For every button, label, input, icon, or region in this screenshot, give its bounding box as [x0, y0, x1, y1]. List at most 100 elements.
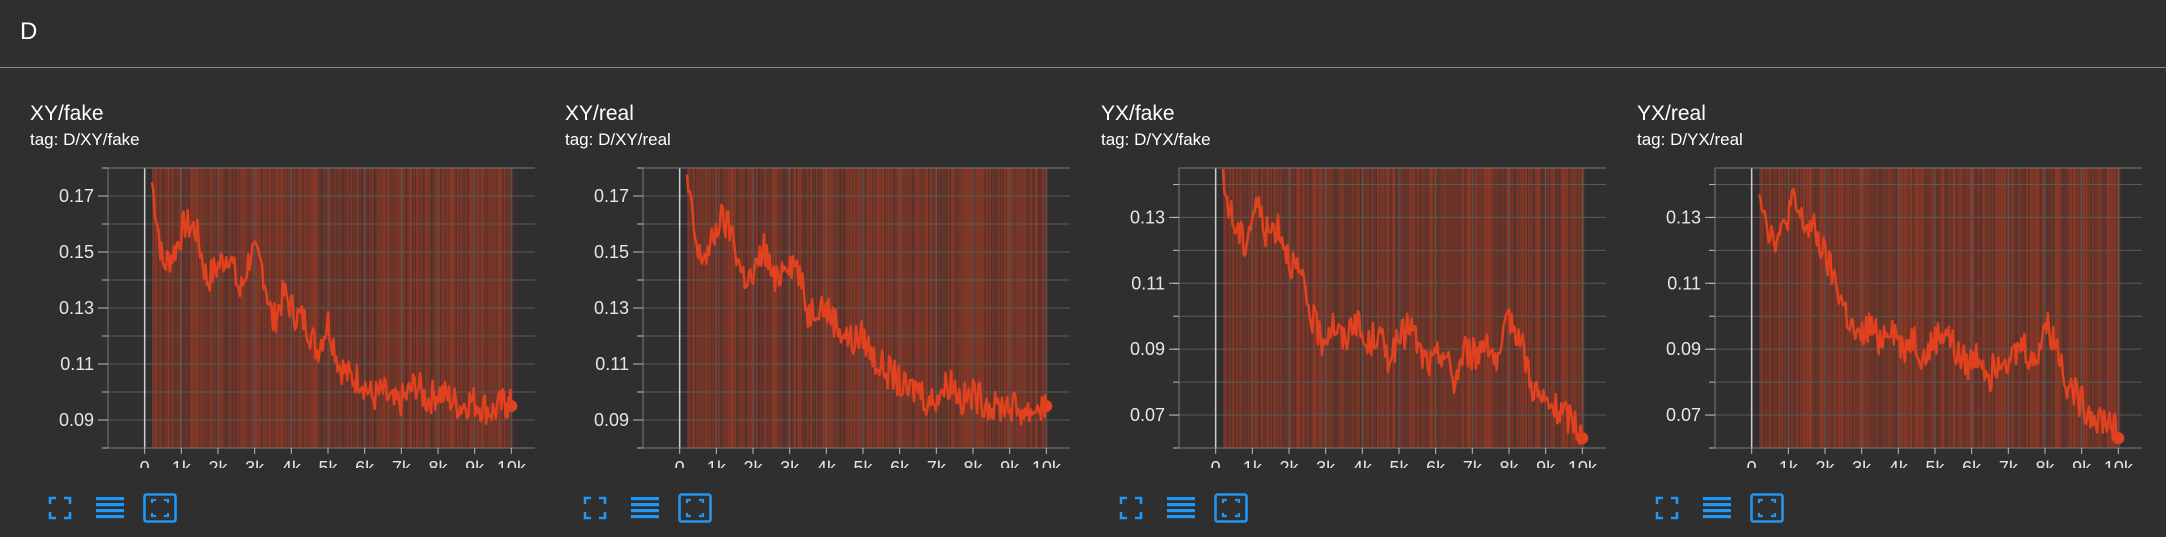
raw-band-strip	[1803, 168, 1805, 448]
raw-band-strip	[1516, 168, 1519, 448]
fit-domain-button[interactable]	[1749, 492, 1785, 528]
raw-data-band	[1223, 168, 1585, 448]
raw-band-strip	[2030, 168, 2033, 448]
y-tick-label: 0.15	[59, 242, 94, 262]
card-tag: tag: D/XY/fake	[30, 130, 140, 149]
raw-band-strip	[1473, 168, 1476, 448]
fullscreen-button[interactable]	[1113, 492, 1149, 528]
raw-band-strip	[1987, 168, 1990, 448]
raw-band-strip	[1952, 168, 1955, 448]
toggle-log-scale-button[interactable]	[1699, 492, 1735, 528]
raw-band-strip	[1974, 168, 1977, 448]
raw-band-strip	[1513, 168, 1516, 448]
raw-band-strip	[1582, 168, 1585, 448]
fullscreen-button[interactable]	[1649, 492, 1685, 528]
raw-band-strip	[1359, 168, 1362, 448]
raw-band-strip	[2081, 168, 2084, 448]
raw-band-strip	[2106, 168, 2109, 448]
raw-band-strip	[1409, 168, 1412, 448]
line-chart[interactable]: 0 1k 2k 3k 4k 5k 6k 7k 8k 9k 10k0.090.110.130.150.…	[535, 68, 1070, 468]
raw-band-strip	[1230, 168, 1233, 448]
raw-band-strip	[1873, 168, 1876, 448]
raw-band-strip	[1422, 168, 1425, 448]
line-chart[interactable]: 0 1k 2k 3k 4k 5k 6k 7k 8k 9k 10k 0.07 0.09 0.11 0.13	[1607, 68, 2142, 468]
raw-band-strip	[1800, 168, 1803, 448]
raw-band-strip	[1867, 168, 1870, 448]
raw-band-strip	[2028, 168, 2031, 448]
fullscreen-button[interactable]	[577, 492, 613, 528]
raw-band-strip	[2040, 168, 2043, 448]
fit-domain-button[interactable]	[142, 492, 178, 528]
raw-band-strip	[1223, 168, 1225, 448]
raw-band-strip	[1366, 168, 1369, 448]
x-tick-label: 9k	[2072, 458, 2092, 468]
line-chart[interactable]: 0 1k 2k 3k 4k 5k 6k 7k 8k 9k 10k 0.07 0.09 0.11 0.13	[1071, 68, 1606, 468]
raw-band-strip	[1463, 168, 1466, 448]
raw-band-strip	[1551, 168, 1554, 448]
fit-domain-icon	[1750, 492, 1784, 528]
raw-band-strip	[1820, 168, 1823, 448]
raw-band-strip	[1775, 168, 1778, 448]
last-point-marker[interactable]	[2112, 432, 2125, 445]
toggle-log-scale-button[interactable]	[92, 492, 128, 528]
scalar-card: YX/fake tag: D/YX/fake 0 1k 2k 3k 4k 5k 6k 7k 8k…	[1071, 68, 1606, 537]
raw-band-strip	[1855, 168, 1858, 448]
raw-band-strip	[1539, 168, 1542, 448]
last-point-marker[interactable]	[505, 400, 518, 412]
raw-band-strip	[2002, 168, 2005, 448]
raw-band-strip	[1792, 168, 1795, 448]
raw-band-strip	[1325, 168, 1328, 448]
raw-band-strip	[1415, 168, 1418, 448]
raw-band-strip	[1296, 168, 1299, 448]
toggle-log-scale-button[interactable]	[627, 492, 663, 528]
x-tick-label: 9k	[1536, 458, 1556, 468]
raw-band-strip	[2046, 168, 2049, 448]
raw-band-strip	[1804, 168, 1807, 448]
y-axis: 0.09 0.11 0.13 0.15 0.17	[59, 167, 108, 449]
raw-band-strip	[2090, 168, 2093, 448]
raw-band-strip	[1921, 168, 1924, 448]
raw-band-strip	[1961, 168, 1964, 448]
raw-band-strip	[1847, 168, 1849, 448]
raw-band-strip	[1349, 168, 1352, 448]
raw-band-strip	[1268, 168, 1271, 448]
raw-band-strip	[2018, 168, 2021, 448]
raw-band-strip	[1564, 168, 1567, 448]
fullscreen-button[interactable]	[42, 492, 78, 528]
raw-band-strip	[1391, 168, 1394, 448]
line-chart[interactable]: 0 1k 2k 3k 4k 5k 6k 7k 8k 9k 10k0.090.110.130.150.…	[0, 68, 535, 468]
raw-band-strip	[1500, 168, 1503, 448]
x-axis: 0 1k 2k 3k 4k 5k 6k 7k 8k 9k 10k	[675, 448, 1062, 468]
last-point-marker[interactable]	[1040, 400, 1053, 412]
raw-band-strip	[1478, 168, 1481, 448]
raw-band-strip	[1466, 168, 1469, 448]
raw-band-strip	[1769, 168, 1772, 448]
raw-band-strip	[2031, 168, 2034, 448]
fit-domain-button[interactable]	[677, 492, 713, 528]
raw-band-strip	[2099, 168, 2102, 448]
raw-band-strip	[1910, 168, 1913, 448]
raw-band-strip	[1459, 168, 1462, 448]
raw-band-strip	[1566, 168, 1569, 448]
raw-band-strip	[1262, 168, 1265, 448]
raw-band-strip	[1280, 168, 1283, 448]
raw-band-strip	[1261, 168, 1264, 448]
raw-band-strip	[1532, 168, 1535, 448]
raw-band-strip	[1271, 168, 1274, 448]
raw-band-strip	[1431, 168, 1434, 448]
fit-domain-button[interactable]	[1213, 492, 1249, 528]
raw-band-strip	[1382, 168, 1385, 448]
raw-band-strip	[1495, 168, 1498, 448]
raw-band-strip	[2112, 168, 2115, 448]
x-tick-label: 5k	[1925, 458, 1945, 468]
raw-band-strip	[1390, 168, 1393, 448]
raw-band-strip	[1225, 168, 1228, 448]
scalar-card: XY/fake tag: D/XY/fake 0 1k 2k 3k 4k 5k 6k 7k 8k…	[0, 68, 535, 537]
toggle-log-scale-button[interactable]	[1163, 492, 1199, 528]
raw-band-strip	[1810, 168, 1813, 448]
y-tick-label: 0.13	[59, 298, 94, 318]
last-point-marker[interactable]	[1576, 432, 1589, 445]
x-tick-label: 10k	[1568, 458, 1598, 468]
raw-band-strip	[1255, 168, 1258, 448]
raw-band-strip	[1977, 168, 1980, 448]
